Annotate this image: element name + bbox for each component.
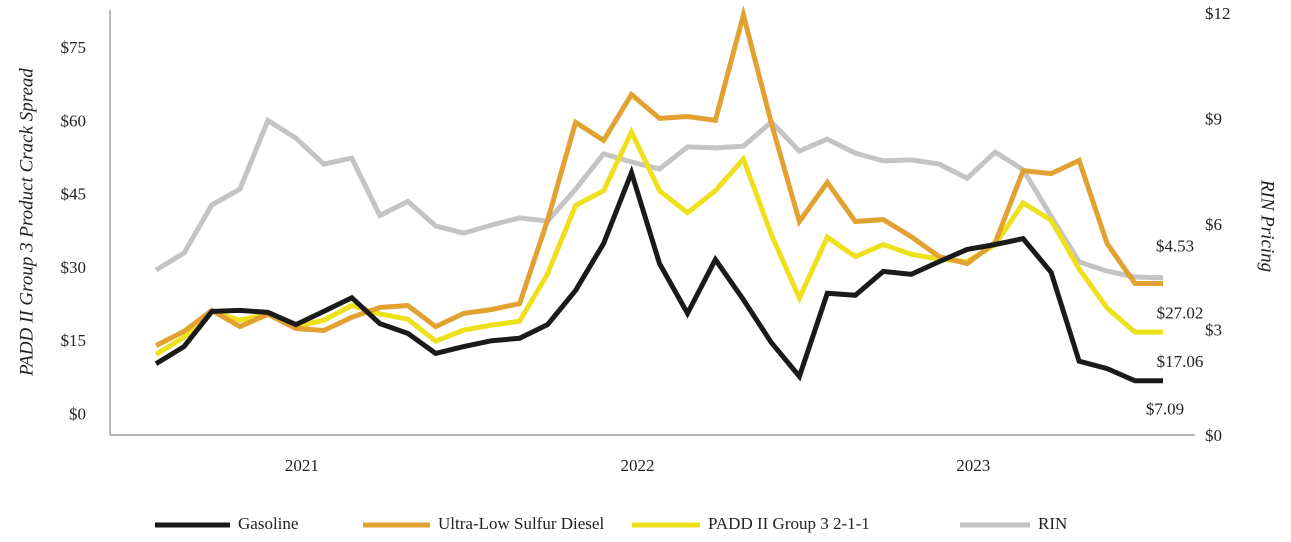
- y-tick-label: $15: [61, 331, 87, 350]
- legend-label: Ultra-Low Sulfur Diesel: [438, 514, 604, 533]
- y-tick-label: $45: [61, 185, 87, 204]
- y2-tick-label: $0: [1205, 426, 1222, 445]
- value-label: $17.06: [1157, 352, 1204, 371]
- y2-tick-label: $3: [1205, 320, 1222, 339]
- y2-tick-label: $12: [1205, 4, 1231, 23]
- value-label: $4.53: [1156, 237, 1194, 256]
- series-line: [154, 165, 1163, 384]
- x-tick-label: 2021: [285, 456, 319, 475]
- legend-label: PADD II Group 3 2-1-1: [708, 514, 870, 533]
- y-tick-label: $60: [61, 111, 87, 130]
- x-tick-label: 2023: [956, 456, 990, 475]
- y2-tick-label: $9: [1205, 109, 1222, 128]
- value-label: $27.02: [1157, 303, 1204, 322]
- series-line: [154, 5, 1163, 348]
- legend-label: RIN: [1038, 514, 1067, 533]
- y-tick-label: $0: [69, 404, 86, 423]
- legend-label: Gasoline: [238, 514, 298, 533]
- y2-tick-label: $6: [1205, 215, 1222, 234]
- y-tick-label: $30: [61, 258, 87, 277]
- y-tick-label: $75: [61, 38, 87, 57]
- value-label: $7.09: [1146, 400, 1184, 419]
- series-line: [154, 116, 1164, 281]
- x-tick-label: 2022: [621, 456, 655, 475]
- y2-axis-title: RIN Pricing: [1257, 179, 1278, 272]
- y-axis-title: PADD II Group 3 Product Crack Spread: [16, 68, 37, 377]
